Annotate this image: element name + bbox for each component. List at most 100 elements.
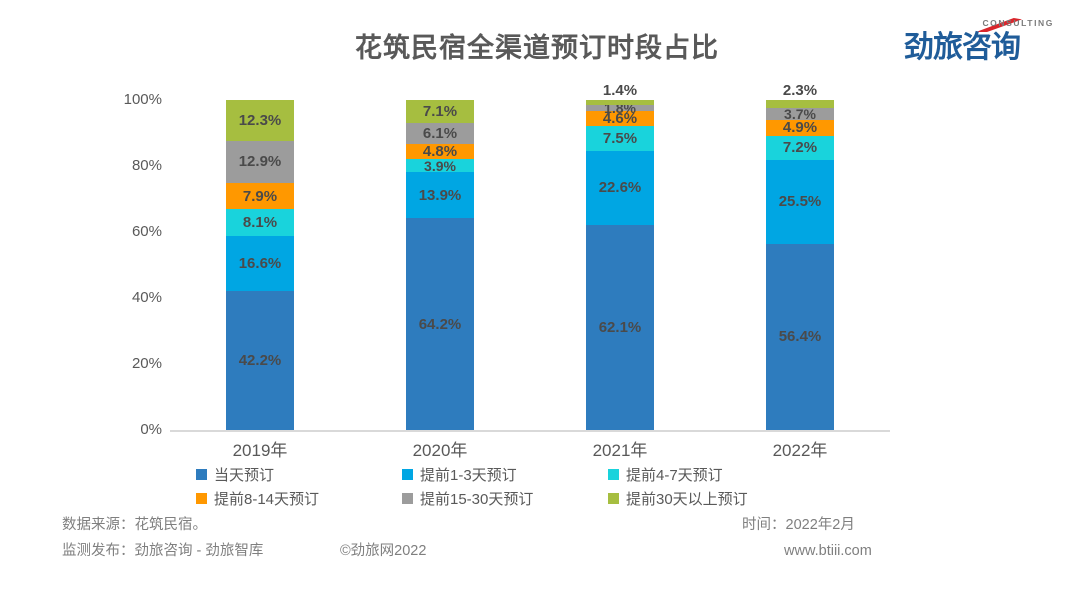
- bar-segment[interactable]: 25.5%: [766, 159, 834, 244]
- bar-segment[interactable]: 7.9%: [226, 183, 294, 210]
- bar-segment[interactable]: 64.2%: [406, 218, 474, 430]
- logo-wordmark: 劲旅咨询: [904, 31, 1021, 64]
- x-axis-line: [170, 430, 890, 432]
- bar-segment-label: 62.1%: [598, 319, 642, 337]
- bar-segment[interactable]: 1.4%: [586, 82, 654, 105]
- y-tick-80: 80%: [131, 157, 162, 174]
- bar-segment[interactable]: 6.1%: [406, 123, 474, 144]
- bar-segment[interactable]: 22.6%: [586, 150, 654, 226]
- bar-segment[interactable]: 12.3%: [226, 100, 294, 141]
- bar-segment[interactable]: 4.6%: [586, 109, 654, 127]
- legend-item[interactable]: 提前4-7天预订: [608, 462, 814, 486]
- bar-segment-label: 4.6%: [602, 109, 638, 127]
- bar-segment[interactable]: 1.8%: [586, 100, 654, 116]
- legend-swatch-icon: [402, 468, 413, 480]
- bar-segment-label: 3.7%: [784, 105, 816, 122]
- bar-segment-label: 42.2%: [238, 351, 282, 369]
- bar-segment[interactable]: 12.9%: [226, 140, 294, 184]
- bar-segment-label: 8.1%: [242, 214, 278, 232]
- y-tick-60: 60%: [131, 223, 162, 240]
- stacked-bar: 64.2% 13.9% 3.9% 4.8% 6.1% 7.1%: [406, 100, 474, 430]
- y-tick-100: 100%: [123, 91, 162, 108]
- stacked-bar: 42.2% 16.6% 8.1% 7.9% 12.9% 12.3%: [226, 100, 294, 430]
- bar-segment-label: 22.6%: [598, 179, 642, 197]
- bar-segment[interactable]: 3.9%: [406, 157, 474, 174]
- bar-segment-label: 3.9%: [424, 157, 456, 174]
- legend-label: 提前15-30天预订: [420, 490, 534, 508]
- chart-footer: 数据来源：花筑民宿。 监测发布：劲旅咨询 - 劲旅智库 ©劲旅网2022 时间：…: [0, 512, 1074, 582]
- footer-url: www.btiii.com: [784, 543, 872, 559]
- bar-column-2021年[interactable]: 62.1% 22.6% 7.5% 4.6% 1.8% 1.4%: [530, 82, 710, 430]
- bar-segment-label: 13.9%: [418, 186, 462, 204]
- bar-segment[interactable]: 4.9%: [766, 119, 834, 137]
- footer-copyright: ©劲旅网2022: [340, 543, 427, 559]
- bar-segment[interactable]: 7.2%: [766, 136, 834, 160]
- bar-segment-label: 16.6%: [238, 254, 282, 272]
- legend-label: 提前4-7天预订: [626, 466, 723, 484]
- bar-segment[interactable]: 13.9%: [406, 172, 474, 219]
- legend-swatch-icon: [196, 468, 207, 480]
- bar-segment-label: 12.9%: [238, 153, 282, 171]
- bar-segment-label: 7.1%: [422, 103, 458, 121]
- bar-segment-label: 7.9%: [242, 187, 278, 205]
- bar-segment-label: 7.5%: [602, 129, 638, 147]
- y-tick-20: 20%: [131, 355, 162, 372]
- bar-segment[interactable]: 7.1%: [406, 100, 474, 124]
- bar-segment[interactable]: 62.1%: [586, 225, 654, 430]
- bar-segment[interactable]: 4.8%: [406, 143, 474, 161]
- bar-segment[interactable]: 42.2%: [226, 290, 294, 430]
- bar-column-2020年[interactable]: 64.2% 13.9% 3.9% 4.8% 6.1% 7.1%: [350, 100, 530, 430]
- bar-segment-label: 4.9%: [782, 119, 818, 137]
- bar-column-2022年[interactable]: 56.4% 25.5% 7.2% 4.9% 3.7% 2.3%: [710, 82, 890, 430]
- bar-segment[interactable]: 56.4%: [766, 243, 834, 430]
- legend-item[interactable]: 提前8-14天预订: [196, 486, 402, 510]
- x-tick-2019年: 2019年: [232, 441, 288, 460]
- y-tick-40: 40%: [131, 289, 162, 306]
- legend-swatch-icon: [608, 492, 619, 504]
- legend-swatch-icon: [402, 492, 413, 504]
- bar-segment-label: 6.1%: [422, 125, 458, 143]
- bar-segment[interactable]: 3.7%: [766, 105, 834, 122]
- footer-left: 数据来源：花筑民宿。 监测发布：劲旅咨询 - 劲旅智库: [62, 512, 263, 564]
- footer-publisher: 监测发布：劲旅咨询 - 劲旅智库: [62, 543, 264, 559]
- x-tick-2020年: 2020年: [412, 441, 468, 460]
- legend-item[interactable]: 当天预订: [196, 462, 402, 486]
- bar-segment-label: 4.8%: [422, 143, 458, 161]
- legend-label: 当天预订: [214, 466, 275, 484]
- legend-item[interactable]: 提前30天以上预订: [608, 486, 814, 510]
- page-title: 花筑民宿全渠道预订时段占比: [355, 33, 719, 63]
- bar-segment-label: 1.4%: [602, 82, 638, 100]
- stacked-bars-group: 42.2% 16.6% 8.1% 7.9% 12.9% 12.3% 64.2% 13.9% 3.…: [170, 82, 890, 430]
- stacked-bar: 56.4% 25.5% 7.2% 4.9% 3.7% 2.3%: [766, 82, 834, 430]
- bar-segment-label: 25.5%: [778, 193, 822, 211]
- x-tick-2021年: 2021年: [592, 441, 648, 460]
- chart-plot-area: 0% 20% 40% 60% 80% 100% 42.2% 16.6% 8.1% 7.9% 12.…: [100, 0, 890, 460]
- bar-segment[interactable]: 2.3%: [766, 82, 834, 108]
- legend-swatch-icon: [608, 468, 619, 480]
- bar-segment-label: 12.3%: [238, 111, 282, 129]
- bar-column-2019年[interactable]: 42.2% 16.6% 8.1% 7.9% 12.9% 12.3%: [170, 100, 350, 430]
- legend-item[interactable]: 提前15-30天预订: [402, 486, 608, 510]
- bar-segment[interactable]: 8.1%: [226, 209, 294, 236]
- bar-segment-label: 64.2%: [418, 315, 462, 333]
- bar-segment-label: 7.2%: [782, 139, 818, 157]
- legend-swatch-icon: [196, 492, 207, 504]
- legend-label: 提前30天以上预订: [626, 490, 748, 508]
- x-tick-2022年: 2022年: [772, 441, 828, 460]
- footer-date: 时间：2022年2月: [742, 517, 855, 533]
- y-tick-0: 0%: [140, 421, 162, 438]
- bar-segment[interactable]: 7.5%: [586, 125, 654, 151]
- legend-label: 提前8-14天预订: [214, 490, 320, 508]
- y-axis-tick-labels: 0% 20% 40% 60% 80% 100%: [100, 0, 162, 438]
- logo-subtitle: CONSULTING: [982, 18, 1054, 28]
- legend-label: 提前1-3天预订: [420, 466, 517, 484]
- chart-legend: 当天预订 提前1-3天预订 提前4-7天预订提前8-14天预订 提前15-30天预订 提…: [196, 462, 816, 510]
- bar-segment-label: 2.3%: [782, 82, 818, 100]
- brand-logo: CONSULTING 劲旅咨询: [904, 14, 1056, 70]
- bar-segment-label: 56.4%: [778, 328, 822, 346]
- stacked-bar: 62.1% 22.6% 7.5% 4.6% 1.8% 1.4%: [586, 82, 654, 430]
- footer-source: 数据来源：花筑民宿。: [62, 517, 207, 533]
- legend-item[interactable]: 提前1-3天预订: [402, 462, 608, 486]
- bar-segment[interactable]: 16.6%: [226, 235, 294, 291]
